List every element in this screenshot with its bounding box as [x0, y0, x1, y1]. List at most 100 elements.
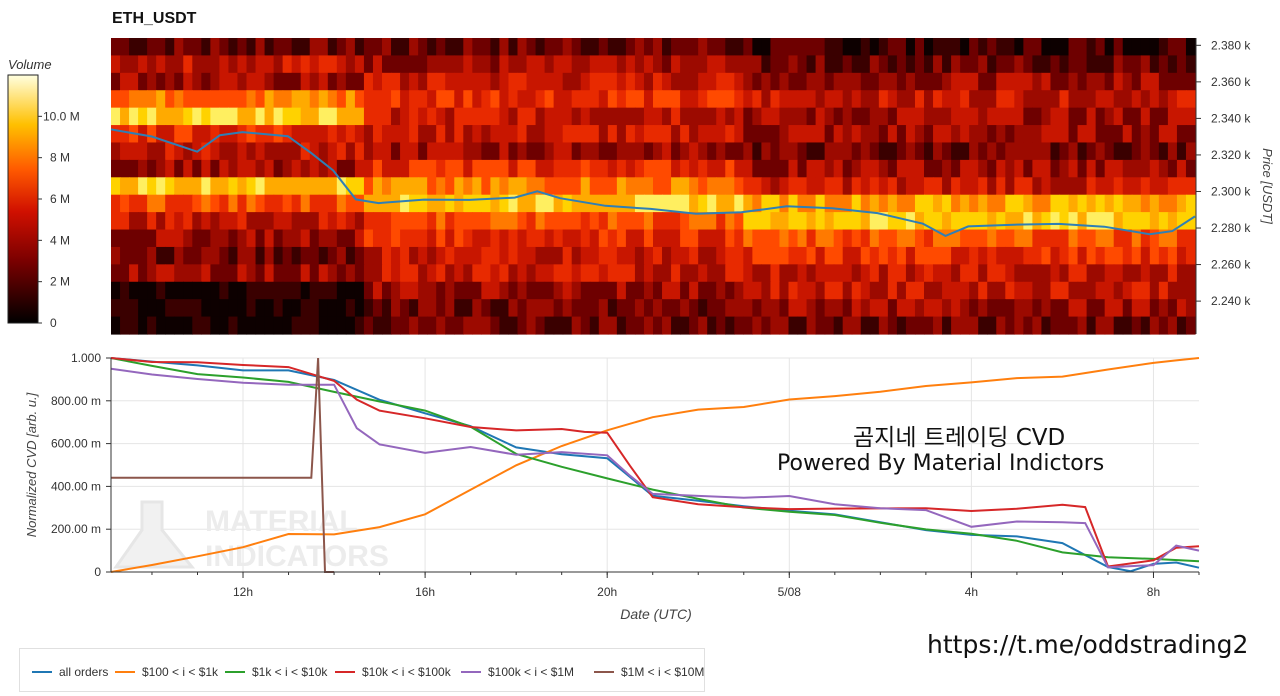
- heatmap-cell: [192, 299, 202, 318]
- heatmap-cell: [788, 194, 799, 213]
- heatmap-cell: [598, 107, 609, 126]
- heatmap-cell: [382, 72, 392, 91]
- heatmap-cell: [553, 125, 564, 144]
- heatmap-cell: [129, 142, 139, 161]
- heatmap-cell: [138, 316, 148, 335]
- heatmap-cell: [481, 142, 491, 161]
- heatmap-cell: [933, 246, 943, 265]
- heatmap-cell: [418, 38, 428, 57]
- heatmap-cell: [707, 90, 717, 109]
- heatmap-cell: [580, 281, 591, 300]
- heatmap-cell: [824, 107, 835, 126]
- heatmap-cell: [454, 142, 464, 161]
- heatmap-cell: [833, 55, 844, 74]
- heatmap-cell: [345, 38, 356, 57]
- heatmap-cell: [869, 212, 880, 231]
- heatmap-cell: [481, 316, 491, 335]
- heatmap-cell: [933, 159, 943, 178]
- telegram-link[interactable]: https://t.me/oddstrading2: [927, 630, 1249, 659]
- heatmap-cell: [445, 125, 455, 144]
- heatmap-cell: [707, 281, 717, 300]
- legend: all orders $100 < i < $1k $1k < i < $10k $1…: [19, 648, 705, 692]
- heatmap-cell: [905, 107, 916, 126]
- heatmap-cell: [517, 38, 528, 57]
- heatmap-cell: [969, 142, 979, 161]
- heatmap-cell: [905, 142, 916, 161]
- heatmap-cell: [372, 55, 383, 74]
- heatmap-cell: [1041, 316, 1052, 335]
- heatmap-cell: [1122, 281, 1133, 300]
- heatmap-cell: [1032, 177, 1043, 196]
- heatmap-cell: [436, 281, 446, 300]
- heatmap-cell: [815, 72, 826, 91]
- heatmap-cell: [1113, 229, 1124, 248]
- heatmap-cell: [951, 229, 961, 248]
- heatmap-cell: [1050, 194, 1061, 213]
- heatmap-cell: [571, 229, 582, 248]
- heatmap-cell: [255, 107, 266, 126]
- heatmap-cell: [1050, 316, 1061, 335]
- heatmap-cell: [1149, 316, 1160, 335]
- heatmap-cell: [960, 299, 970, 318]
- heatmap-cell: [1113, 142, 1124, 161]
- heatmap-cell: [517, 159, 528, 178]
- heatmap-cell: [1095, 159, 1106, 178]
- heatmap-cell: [535, 90, 546, 109]
- heatmap-cell: [797, 316, 808, 335]
- heatmap-cell: [147, 38, 157, 57]
- heatmap-cell: [815, 142, 826, 161]
- cvd-y-tick-label: 1.000: [71, 351, 101, 365]
- heatmap-cell: [219, 316, 230, 335]
- heatmap-cell: [219, 177, 230, 196]
- heatmap-cell: [499, 142, 510, 161]
- heatmap-cell: [1185, 299, 1196, 318]
- heatmap-cell: [951, 38, 961, 57]
- heatmap-cell: [111, 38, 121, 57]
- heatmap-cell: [589, 316, 600, 335]
- heatmap-cell: [707, 72, 717, 91]
- heatmap-cell: [1131, 38, 1142, 57]
- heatmap-cell: [842, 281, 853, 300]
- heatmap-cell: [833, 316, 844, 335]
- heatmap-cell: [201, 142, 211, 161]
- heatmap-cell: [987, 125, 997, 144]
- heatmap-cell: [1014, 142, 1024, 161]
- heatmap-cell: [1023, 55, 1033, 74]
- heatmap-cell: [138, 246, 148, 265]
- price-tick-label: 2.300 k: [1211, 184, 1251, 198]
- heatmap-cell: [933, 316, 943, 335]
- heatmap-cell: [400, 90, 410, 109]
- heatmap-cell: [436, 159, 446, 178]
- heatmap-cell: [1113, 281, 1124, 300]
- heatmap-cell: [309, 55, 320, 74]
- heatmap-cell: [418, 316, 428, 335]
- heatmap-cell: [914, 264, 925, 283]
- heatmap-cell: [896, 194, 907, 213]
- heatmap-cell: [228, 38, 239, 57]
- heatmap-cell: [129, 159, 139, 178]
- heatmap-cell: [1068, 299, 1079, 318]
- heatmap-cell: [951, 281, 961, 300]
- heatmap-cell: [553, 229, 564, 248]
- heatmap-cell: [490, 316, 501, 335]
- heatmap-cell: [165, 281, 175, 300]
- heatmap-cell: [743, 246, 753, 265]
- heatmap-cell: [1023, 90, 1033, 109]
- heatmap-cell: [1104, 159, 1115, 178]
- heatmap-cell: [481, 107, 491, 126]
- heatmap-cell: [192, 38, 202, 57]
- heatmap-cell: [517, 90, 528, 109]
- heatmap-cell: [625, 72, 636, 91]
- heatmap-cell: [625, 299, 636, 318]
- heatmap-cell: [1122, 264, 1133, 283]
- heatmap-cell: [1041, 281, 1052, 300]
- heatmap-cell: [309, 281, 320, 300]
- heatmap-cell: [481, 177, 491, 196]
- heatmap-cell: [363, 264, 374, 283]
- heatmap-cell: [409, 194, 419, 213]
- heatmap-cell: [372, 212, 383, 231]
- heatmap-cell: [878, 107, 889, 126]
- heatmap-cell: [869, 159, 880, 178]
- heatmap-cell: [896, 125, 907, 144]
- heatmap-cell: [1059, 38, 1070, 57]
